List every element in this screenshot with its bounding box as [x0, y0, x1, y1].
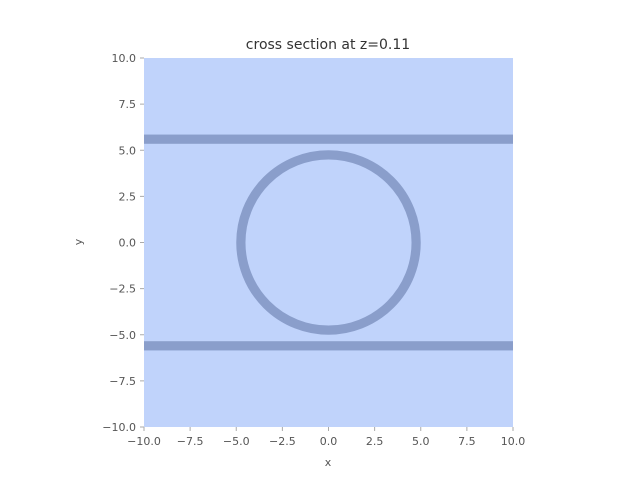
ring-resonator	[236, 150, 421, 335]
y-tick-label: −7.5	[109, 375, 136, 388]
x-tick-label: 2.5	[366, 435, 384, 448]
x-tick-label: 0.0	[320, 435, 338, 448]
y-tick-label: 10.0	[112, 52, 137, 65]
y-axis: −10.0 −7.5 −5.0 −2.5 0.0 2.5 5.0 7.5 10.0	[102, 52, 144, 434]
y-tick-label: 7.5	[119, 98, 137, 111]
structures	[144, 134, 513, 351]
waveguide-band-0	[144, 134, 513, 144]
y-tick-label: 0.0	[119, 237, 137, 250]
x-tick-label: −2.5	[269, 435, 296, 448]
plot-background	[144, 58, 513, 427]
x-axis: −10.0 −7.5 −5.0 −2.5 0.0 2.5 5.0 7.5 10.0	[127, 427, 525, 448]
y-tick-label: −2.5	[109, 283, 136, 296]
x-tick-label: 5.0	[412, 435, 430, 448]
x-tick-label: −5.0	[223, 435, 250, 448]
x-tick-label: 10.0	[501, 435, 526, 448]
x-tick-label: −7.5	[177, 435, 204, 448]
chart-title: cross section at z=0.11	[246, 37, 410, 53]
x-tick-label: −10.0	[127, 435, 161, 448]
y-axis-label: y	[72, 238, 85, 245]
y-tick-label: 2.5	[119, 190, 137, 203]
x-tick-label: 7.5	[458, 435, 476, 448]
y-tick-label: −5.0	[109, 329, 136, 342]
y-tick-label: 5.0	[119, 144, 137, 157]
waveguide-band-1	[144, 341, 513, 351]
x-axis-label: x	[325, 456, 332, 469]
y-tick-label: −10.0	[102, 421, 136, 434]
